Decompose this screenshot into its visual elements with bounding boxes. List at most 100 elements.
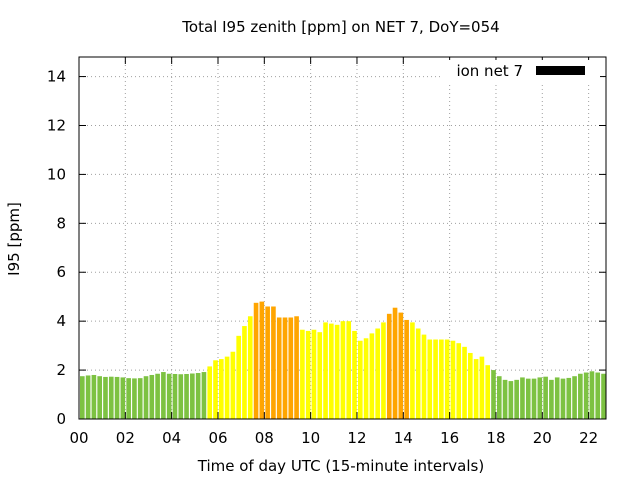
- bar: [421, 334, 427, 419]
- bar: [537, 377, 543, 419]
- bar: [357, 340, 363, 419]
- bar: [450, 340, 456, 419]
- bar: [85, 375, 91, 419]
- bar: [288, 317, 294, 419]
- bar: [392, 307, 398, 419]
- bar: [207, 366, 213, 419]
- bar: [381, 322, 386, 419]
- bar: [340, 321, 346, 419]
- bar: [508, 381, 514, 419]
- bar: [195, 373, 201, 419]
- bar: [311, 329, 317, 419]
- y-tick-label: 14: [47, 68, 66, 86]
- bar: [496, 376, 502, 419]
- bar: [595, 372, 601, 419]
- bar: [132, 378, 137, 419]
- x-tick-label: 10: [301, 429, 320, 447]
- bar: [346, 321, 352, 419]
- bar: [485, 365, 491, 419]
- bar: [601, 373, 606, 419]
- bar: [190, 373, 195, 419]
- bar: [439, 339, 444, 419]
- bar: [166, 373, 172, 419]
- bar: [415, 328, 421, 419]
- bar: [178, 374, 184, 419]
- y-tick-label: 8: [56, 214, 66, 232]
- bar: [386, 313, 392, 419]
- bar: [410, 322, 415, 419]
- bar: [242, 326, 247, 419]
- bar: [305, 330, 311, 419]
- bar: [80, 376, 85, 419]
- x-tick-label: 16: [440, 429, 459, 447]
- bar: [583, 372, 589, 419]
- bar: [108, 376, 114, 419]
- bar: [126, 378, 131, 419]
- bar: [224, 356, 230, 419]
- bar: [363, 338, 369, 419]
- bar: [502, 379, 508, 419]
- bar: [103, 376, 108, 419]
- bar: [97, 376, 102, 419]
- bar: [433, 339, 438, 419]
- bar: [531, 378, 537, 419]
- bar: [282, 317, 288, 419]
- bar: [323, 322, 328, 419]
- bar: [572, 376, 577, 419]
- bar: [300, 329, 305, 419]
- bar: [543, 376, 548, 419]
- legend: ion net 7: [442, 60, 600, 82]
- x-tick-label: 12: [347, 429, 366, 447]
- bar: [375, 328, 380, 419]
- bar: [398, 312, 404, 419]
- bar: [149, 374, 155, 419]
- y-tick-label: 6: [56, 263, 66, 281]
- x-tick-label: 06: [208, 429, 227, 447]
- chart-title: Total I95 zenith [ppm] on NET 7, DoY=054: [181, 18, 499, 36]
- x-tick-label: 02: [116, 429, 135, 447]
- bar: [184, 373, 189, 419]
- bar: [404, 319, 409, 419]
- bar: [172, 373, 178, 419]
- bar: [520, 377, 525, 419]
- bar: [253, 302, 259, 419]
- bar: [317, 332, 323, 419]
- bar: [155, 373, 160, 419]
- x-tick-label: 04: [162, 429, 181, 447]
- bar: [236, 335, 241, 419]
- bar: [491, 370, 496, 419]
- legend-swatch: [536, 66, 585, 75]
- bar: [259, 301, 265, 419]
- bar: [479, 356, 485, 419]
- bar: [369, 333, 375, 419]
- y-axis-label: I95 [ppm]: [5, 202, 23, 276]
- bar: [514, 379, 519, 419]
- bar: [271, 306, 276, 419]
- bar: [143, 376, 149, 419]
- bar: [247, 316, 253, 419]
- x-tick-label: 00: [69, 429, 88, 447]
- bar: [554, 377, 560, 419]
- bar: [91, 374, 97, 419]
- bar: [525, 378, 531, 419]
- bar: [560, 378, 566, 419]
- bar: [265, 306, 270, 419]
- bar: [468, 352, 473, 419]
- bar: [329, 323, 334, 419]
- bar: [218, 359, 224, 419]
- bar: [120, 377, 126, 419]
- x-tick-label: 14: [394, 429, 413, 447]
- x-tick-label: 08: [255, 429, 274, 447]
- x-tick-label: 20: [533, 429, 552, 447]
- bars: [80, 301, 606, 419]
- bar: [294, 316, 299, 419]
- bar: [444, 339, 450, 419]
- legend-background: [442, 60, 600, 82]
- bar: [334, 324, 340, 419]
- bar: [456, 343, 462, 419]
- bar: [213, 360, 218, 419]
- bar: [352, 330, 357, 419]
- bar: [462, 346, 467, 419]
- y-tick-label: 10: [47, 165, 66, 183]
